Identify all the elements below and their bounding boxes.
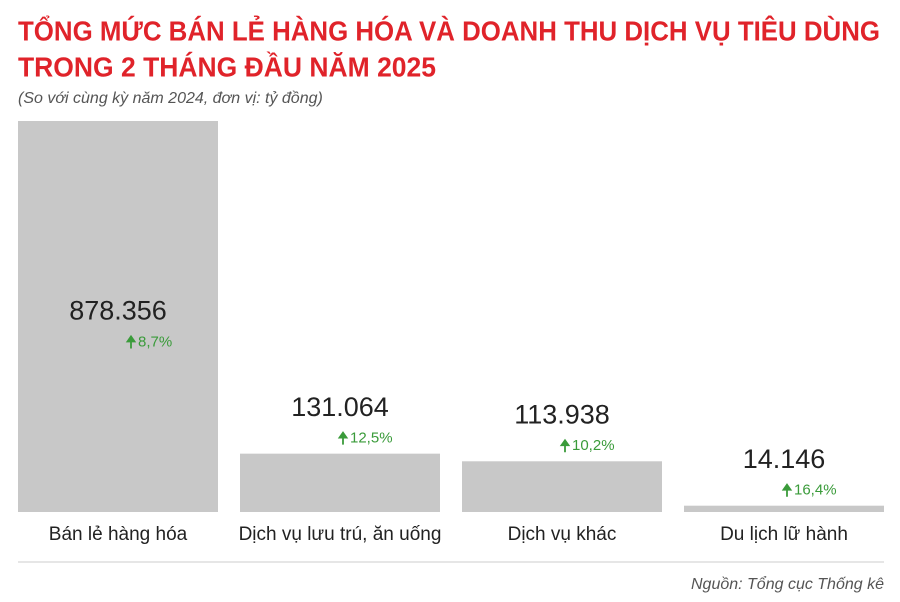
chart-subtitle: (So với cùng kỳ năm 2024, đơn vị: tỷ đồn… <box>18 90 323 107</box>
x-tick-label: Dịch vụ khác <box>508 524 617 545</box>
bar <box>240 453 440 512</box>
growth-label: 16,4% <box>794 482 837 499</box>
bar <box>462 461 662 512</box>
chart-title: TỔNG MỨC BÁN LẺ HÀNG HÓA VÀ DOANH THU DỊ… <box>18 14 880 46</box>
source: Nguồn: Tổng cục Thống kê <box>691 575 884 593</box>
bar <box>684 505 884 512</box>
value-label: 878.356 <box>69 296 167 326</box>
value-label: 14.146 <box>743 444 826 474</box>
x-tick-label: Bán lẻ hàng hóa <box>49 524 188 545</box>
growth-arrow <box>125 334 137 349</box>
growth-arrow <box>559 438 571 453</box>
value-label: 131.064 <box>291 392 389 422</box>
growth-arrow <box>781 483 793 497</box>
growth-label: 10,2% <box>572 437 615 454</box>
x-tick-label: Dịch vụ lưu trú, ăn uống <box>239 524 442 545</box>
growth-label: 8,7% <box>138 333 172 350</box>
growth-label: 12,5% <box>350 430 393 447</box>
bar <box>18 121 218 512</box>
chart-title: TRONG 2 THÁNG ĐẦU NĂM 2025 <box>18 51 436 82</box>
growth-arrow <box>337 431 349 445</box>
x-tick-label: Du lịch lữ hành <box>720 524 848 545</box>
value-label: 113.938 <box>514 399 610 429</box>
